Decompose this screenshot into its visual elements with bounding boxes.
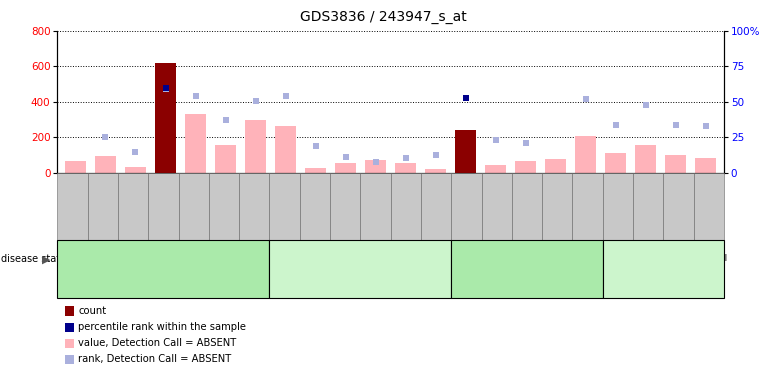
- Bar: [275, 126, 296, 173]
- Text: GSM490156: GSM490156: [614, 182, 622, 231]
- Bar: [696, 158, 716, 173]
- Text: ▶: ▶: [41, 254, 51, 264]
- Text: GSM490150: GSM490150: [431, 182, 440, 231]
- Bar: [485, 165, 506, 173]
- Bar: [605, 153, 627, 173]
- Bar: [666, 155, 686, 173]
- Text: GSM490144: GSM490144: [250, 182, 259, 230]
- Text: intraductal papillary-mucinous carcinoma
(IPMC): intraductal papillary-mucinous carcinoma…: [437, 259, 617, 279]
- Text: count: count: [78, 306, 106, 316]
- Text: intraductal papillary-mucinous adenoma
(IPMA): intraductal papillary-mucinous adenoma (…: [273, 259, 448, 279]
- Bar: [455, 130, 476, 173]
- Text: GSM490152: GSM490152: [493, 182, 501, 231]
- Bar: [575, 136, 596, 173]
- Bar: [365, 161, 386, 173]
- Bar: [425, 169, 446, 173]
- Text: GSM490140: GSM490140: [129, 182, 138, 230]
- Text: GSM490151: GSM490151: [462, 182, 471, 231]
- Bar: [395, 163, 416, 173]
- Text: GSM490153: GSM490153: [522, 182, 532, 231]
- Text: invasive cancer of intraductal
papillary-mucinous
neoplasm (IPMN): invasive cancer of intraductal papillary…: [599, 253, 728, 284]
- Text: GSM490138: GSM490138: [68, 182, 77, 230]
- Text: percentile rank within the sample: percentile rank within the sample: [78, 322, 246, 332]
- Text: GSM490158: GSM490158: [674, 182, 683, 231]
- Bar: [305, 168, 326, 173]
- Text: GSM490147: GSM490147: [341, 182, 350, 231]
- Bar: [245, 120, 266, 173]
- Text: control, normal: control, normal: [131, 264, 196, 273]
- Bar: [516, 161, 536, 173]
- Text: GDS3836 / 243947_s_at: GDS3836 / 243947_s_at: [300, 10, 466, 23]
- Text: GSM490139: GSM490139: [98, 182, 107, 231]
- Text: GSM490159: GSM490159: [704, 182, 713, 231]
- Bar: [95, 156, 116, 173]
- Text: disease state: disease state: [1, 254, 66, 264]
- Text: GSM490141: GSM490141: [159, 182, 168, 230]
- Text: GSM490146: GSM490146: [310, 182, 319, 230]
- Bar: [335, 163, 356, 173]
- Text: GSM490157: GSM490157: [643, 182, 653, 231]
- Bar: [125, 167, 146, 173]
- Text: GSM490148: GSM490148: [371, 182, 380, 230]
- Bar: [215, 145, 236, 173]
- Text: rank, Detection Call = ABSENT: rank, Detection Call = ABSENT: [78, 354, 231, 364]
- Bar: [155, 63, 176, 173]
- Text: GSM490155: GSM490155: [583, 182, 592, 231]
- Text: GSM490154: GSM490154: [553, 182, 561, 231]
- Text: GSM490149: GSM490149: [401, 182, 411, 231]
- Bar: [65, 161, 86, 173]
- Text: GSM490143: GSM490143: [220, 182, 228, 230]
- Text: GSM490145: GSM490145: [280, 182, 289, 231]
- Bar: [635, 145, 656, 173]
- Text: value, Detection Call = ABSENT: value, Detection Call = ABSENT: [78, 338, 237, 348]
- Text: GSM490142: GSM490142: [189, 182, 198, 231]
- Bar: [455, 130, 476, 173]
- Bar: [155, 63, 176, 173]
- Bar: [545, 159, 566, 173]
- Bar: [185, 114, 206, 173]
